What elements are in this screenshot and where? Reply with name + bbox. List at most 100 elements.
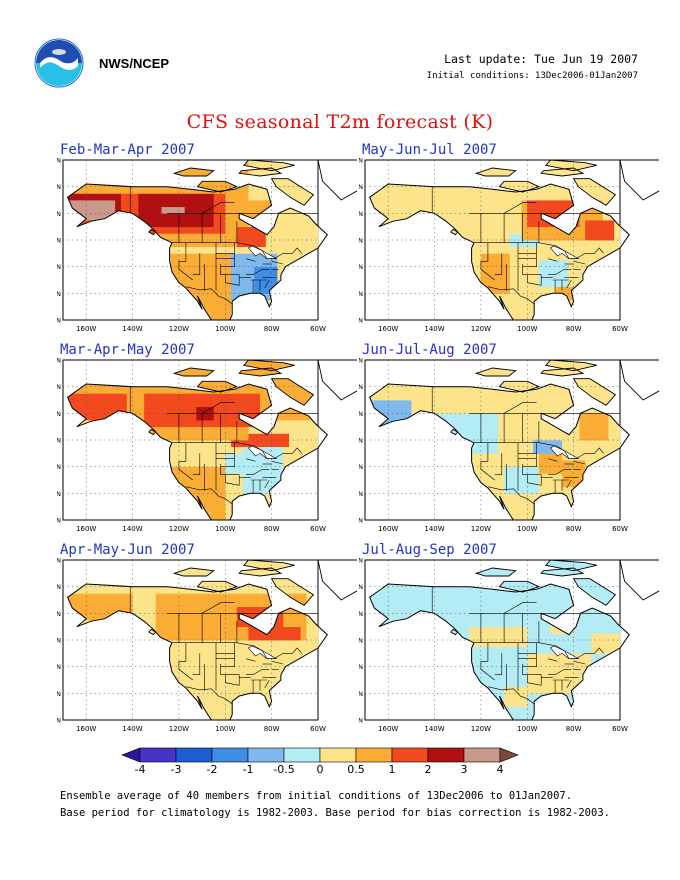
forecast-panel-jun-jul-aug: Jun-Jul-Aug 2007 160W 140W 120W 100W 80W 60W 2…	[359, 342, 659, 541]
lon-tick-label: 160W	[76, 725, 96, 733]
lon-tick-label: 60W	[310, 525, 326, 533]
lat-tick-label: 60N	[359, 610, 363, 618]
page-title: CFS seasonal T2m forecast (K)	[186, 111, 494, 133]
colorbar-segment	[247, 747, 285, 763]
lon-tick-label: 140W	[424, 525, 444, 533]
forecast-map: 160W 140W 120W 100W 80W 60W 20N 30N 40N 50N 60N 70N…	[359, 358, 659, 533]
colorbar-label: 3	[461, 763, 468, 776]
lat-tick-label: 40N	[57, 463, 61, 471]
lon-tick-label: 140W	[122, 525, 142, 533]
lat-tick-label: 70N	[57, 383, 61, 391]
lat-tick-label: 50N	[57, 237, 61, 245]
lat-tick-label: 50N	[57, 637, 61, 645]
colorbar-label: -1	[243, 763, 254, 776]
lat-tick-label: 70N	[57, 183, 61, 191]
lon-tick-label: 80W	[264, 325, 280, 333]
lat-tick-label: 40N	[57, 663, 61, 671]
forecast-map: 160W 140W 120W 100W 80W 60W 20N 30N 40N 50N 60N 70N…	[57, 158, 357, 333]
panel-title: Apr-May-Jun 2007	[60, 542, 195, 558]
panel-title: Mar-Apr-May 2007	[60, 342, 195, 358]
lat-tick-label: 50N	[359, 237, 363, 245]
lon-tick-label: 140W	[424, 325, 444, 333]
colorbar-segment	[463, 747, 501, 763]
lat-tick-label: 70N	[359, 583, 363, 591]
lon-tick-label: 100W	[517, 325, 537, 333]
lat-tick-label: 20N	[57, 317, 61, 325]
colorbar-segment	[499, 747, 519, 763]
colorbar-label: -0.5	[273, 763, 294, 776]
lon-tick-label: 60W	[310, 325, 326, 333]
colorbar-segment	[355, 747, 393, 763]
lat-tick-label: 40N	[57, 263, 61, 271]
lon-tick-label: 80W	[566, 725, 582, 733]
lat-tick-label: 50N	[359, 637, 363, 645]
lon-tick-label: 160W	[378, 725, 398, 733]
panel-title: Jun-Jul-Aug 2007	[362, 342, 497, 358]
lon-tick-label: 60W	[612, 525, 628, 533]
lon-tick-label: 100W	[517, 725, 537, 733]
lon-tick-label: 100W	[215, 725, 235, 733]
lat-tick-label: 70N	[359, 383, 363, 391]
colorbar-label: 0	[317, 763, 324, 776]
lon-tick-label: 160W	[76, 525, 96, 533]
colorbar-label: -4	[135, 763, 146, 776]
lat-tick-label: 60N	[57, 610, 61, 618]
lat-tick-label: 80N	[359, 358, 363, 365]
panel-title: Jul-Aug-Sep 2007	[362, 542, 497, 558]
lon-tick-label: 100W	[215, 325, 235, 333]
forecast-map: 160W 140W 120W 100W 80W 60W 20N 30N 40N 50N 60N 70N…	[359, 558, 659, 733]
lat-tick-label: 20N	[57, 717, 61, 725]
lon-tick-label: 100W	[517, 525, 537, 533]
lon-tick-label: 140W	[424, 725, 444, 733]
lat-tick-label: 30N	[359, 690, 363, 698]
lat-tick-label: 80N	[359, 158, 363, 165]
lat-tick-label: 80N	[57, 558, 61, 565]
lon-tick-label: 80W	[264, 525, 280, 533]
forecast-map: 160W 140W 120W 100W 80W 60W 20N 30N 40N 50N 60N 70N…	[359, 158, 659, 333]
lat-tick-label: 60N	[359, 410, 363, 418]
color-scale-legend: -4 -3 -2 -1 -0.5 0 0.5 1 2 3 4	[121, 747, 519, 776]
forecast-panel-jul-aug-sep: Jul-Aug-Sep 2007 160W 140W 120W 100W 80W 60W 2…	[359, 542, 659, 741]
footer-base-period-note: Base period for climatology is 1982-2003…	[60, 807, 610, 819]
lon-tick-label: 120W	[471, 325, 491, 333]
colorbar-segment	[211, 747, 249, 763]
lat-tick-label: 60N	[57, 210, 61, 218]
colorbar-segment	[139, 747, 177, 763]
lat-tick-label: 60N	[57, 410, 61, 418]
lat-tick-label: 50N	[57, 437, 61, 445]
lat-tick-label: 20N	[359, 717, 363, 725]
lat-tick-label: 30N	[57, 690, 61, 698]
colorbar-segment	[427, 747, 465, 763]
colorbar-label: -2	[207, 763, 218, 776]
colorbar-label: 2	[425, 763, 432, 776]
lon-tick-label: 120W	[471, 525, 491, 533]
forecast-panel-may-jun-jul: May-Jun-Jul 2007 160W 140W 120W 100W 80W 60W 2…	[359, 142, 659, 341]
colorbar-label: 4	[497, 763, 504, 776]
colorbar-segment	[391, 747, 429, 763]
lat-tick-label: 70N	[57, 583, 61, 591]
lat-tick-label: 40N	[359, 663, 363, 671]
lat-tick-label: 30N	[57, 490, 61, 498]
lon-tick-label: 80W	[566, 525, 582, 533]
agency-name: NWS/NCEP	[99, 56, 170, 71]
lat-tick-label: 80N	[57, 158, 61, 165]
lon-tick-label: 140W	[122, 725, 142, 733]
panel-title: May-Jun-Jul 2007	[362, 142, 497, 158]
lat-tick-label: 20N	[57, 517, 61, 525]
panel-title: Feb-Mar-Apr 2007	[60, 142, 195, 158]
forecast-map: 160W 140W 120W 100W 80W 60W 20N 30N 40N 50N 60N 70N…	[57, 558, 357, 733]
colorbar-segment	[121, 747, 141, 763]
colorbar-label: 0.5	[347, 763, 365, 776]
lon-tick-label: 100W	[215, 525, 235, 533]
lat-tick-label: 60N	[359, 210, 363, 218]
last-update: Last update: Tue Jun 19 2007	[444, 52, 638, 66]
colorbar-segment	[175, 747, 213, 763]
lon-tick-label: 160W	[378, 325, 398, 333]
lon-tick-label: 60W	[310, 725, 326, 733]
colorbar-label: 1	[389, 763, 396, 776]
lat-tick-label: 30N	[57, 290, 61, 298]
forecast-panel-apr-may-jun: Apr-May-Jun 2007 160W 140W 120W 100W 80W 60W 2…	[57, 542, 357, 741]
lat-tick-label: 80N	[57, 358, 61, 365]
lon-tick-label: 160W	[378, 525, 398, 533]
lon-tick-label: 140W	[122, 325, 142, 333]
